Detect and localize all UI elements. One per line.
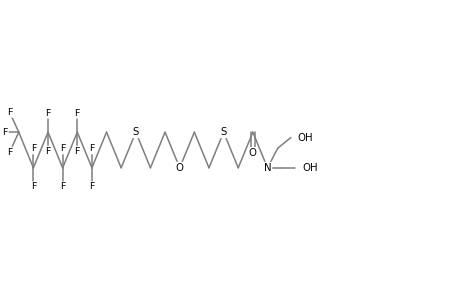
Text: O: O (175, 163, 183, 173)
Text: F: F (45, 147, 50, 156)
Text: F: F (74, 109, 80, 118)
Text: F: F (31, 182, 36, 191)
Text: F: F (2, 128, 7, 137)
Text: F: F (74, 147, 80, 156)
Text: F: F (89, 182, 95, 191)
Text: F: F (7, 148, 13, 157)
Text: F: F (60, 182, 65, 191)
Text: F: F (7, 108, 13, 117)
Text: S: S (132, 127, 139, 137)
Text: F: F (60, 144, 65, 153)
Text: F: F (89, 144, 95, 153)
Text: S: S (220, 127, 226, 137)
Text: F: F (31, 144, 36, 153)
Text: O: O (248, 148, 256, 158)
Text: N: N (263, 163, 271, 173)
Text: OH: OH (302, 163, 317, 173)
Text: OH: OH (297, 133, 313, 142)
Text: F: F (45, 109, 50, 118)
